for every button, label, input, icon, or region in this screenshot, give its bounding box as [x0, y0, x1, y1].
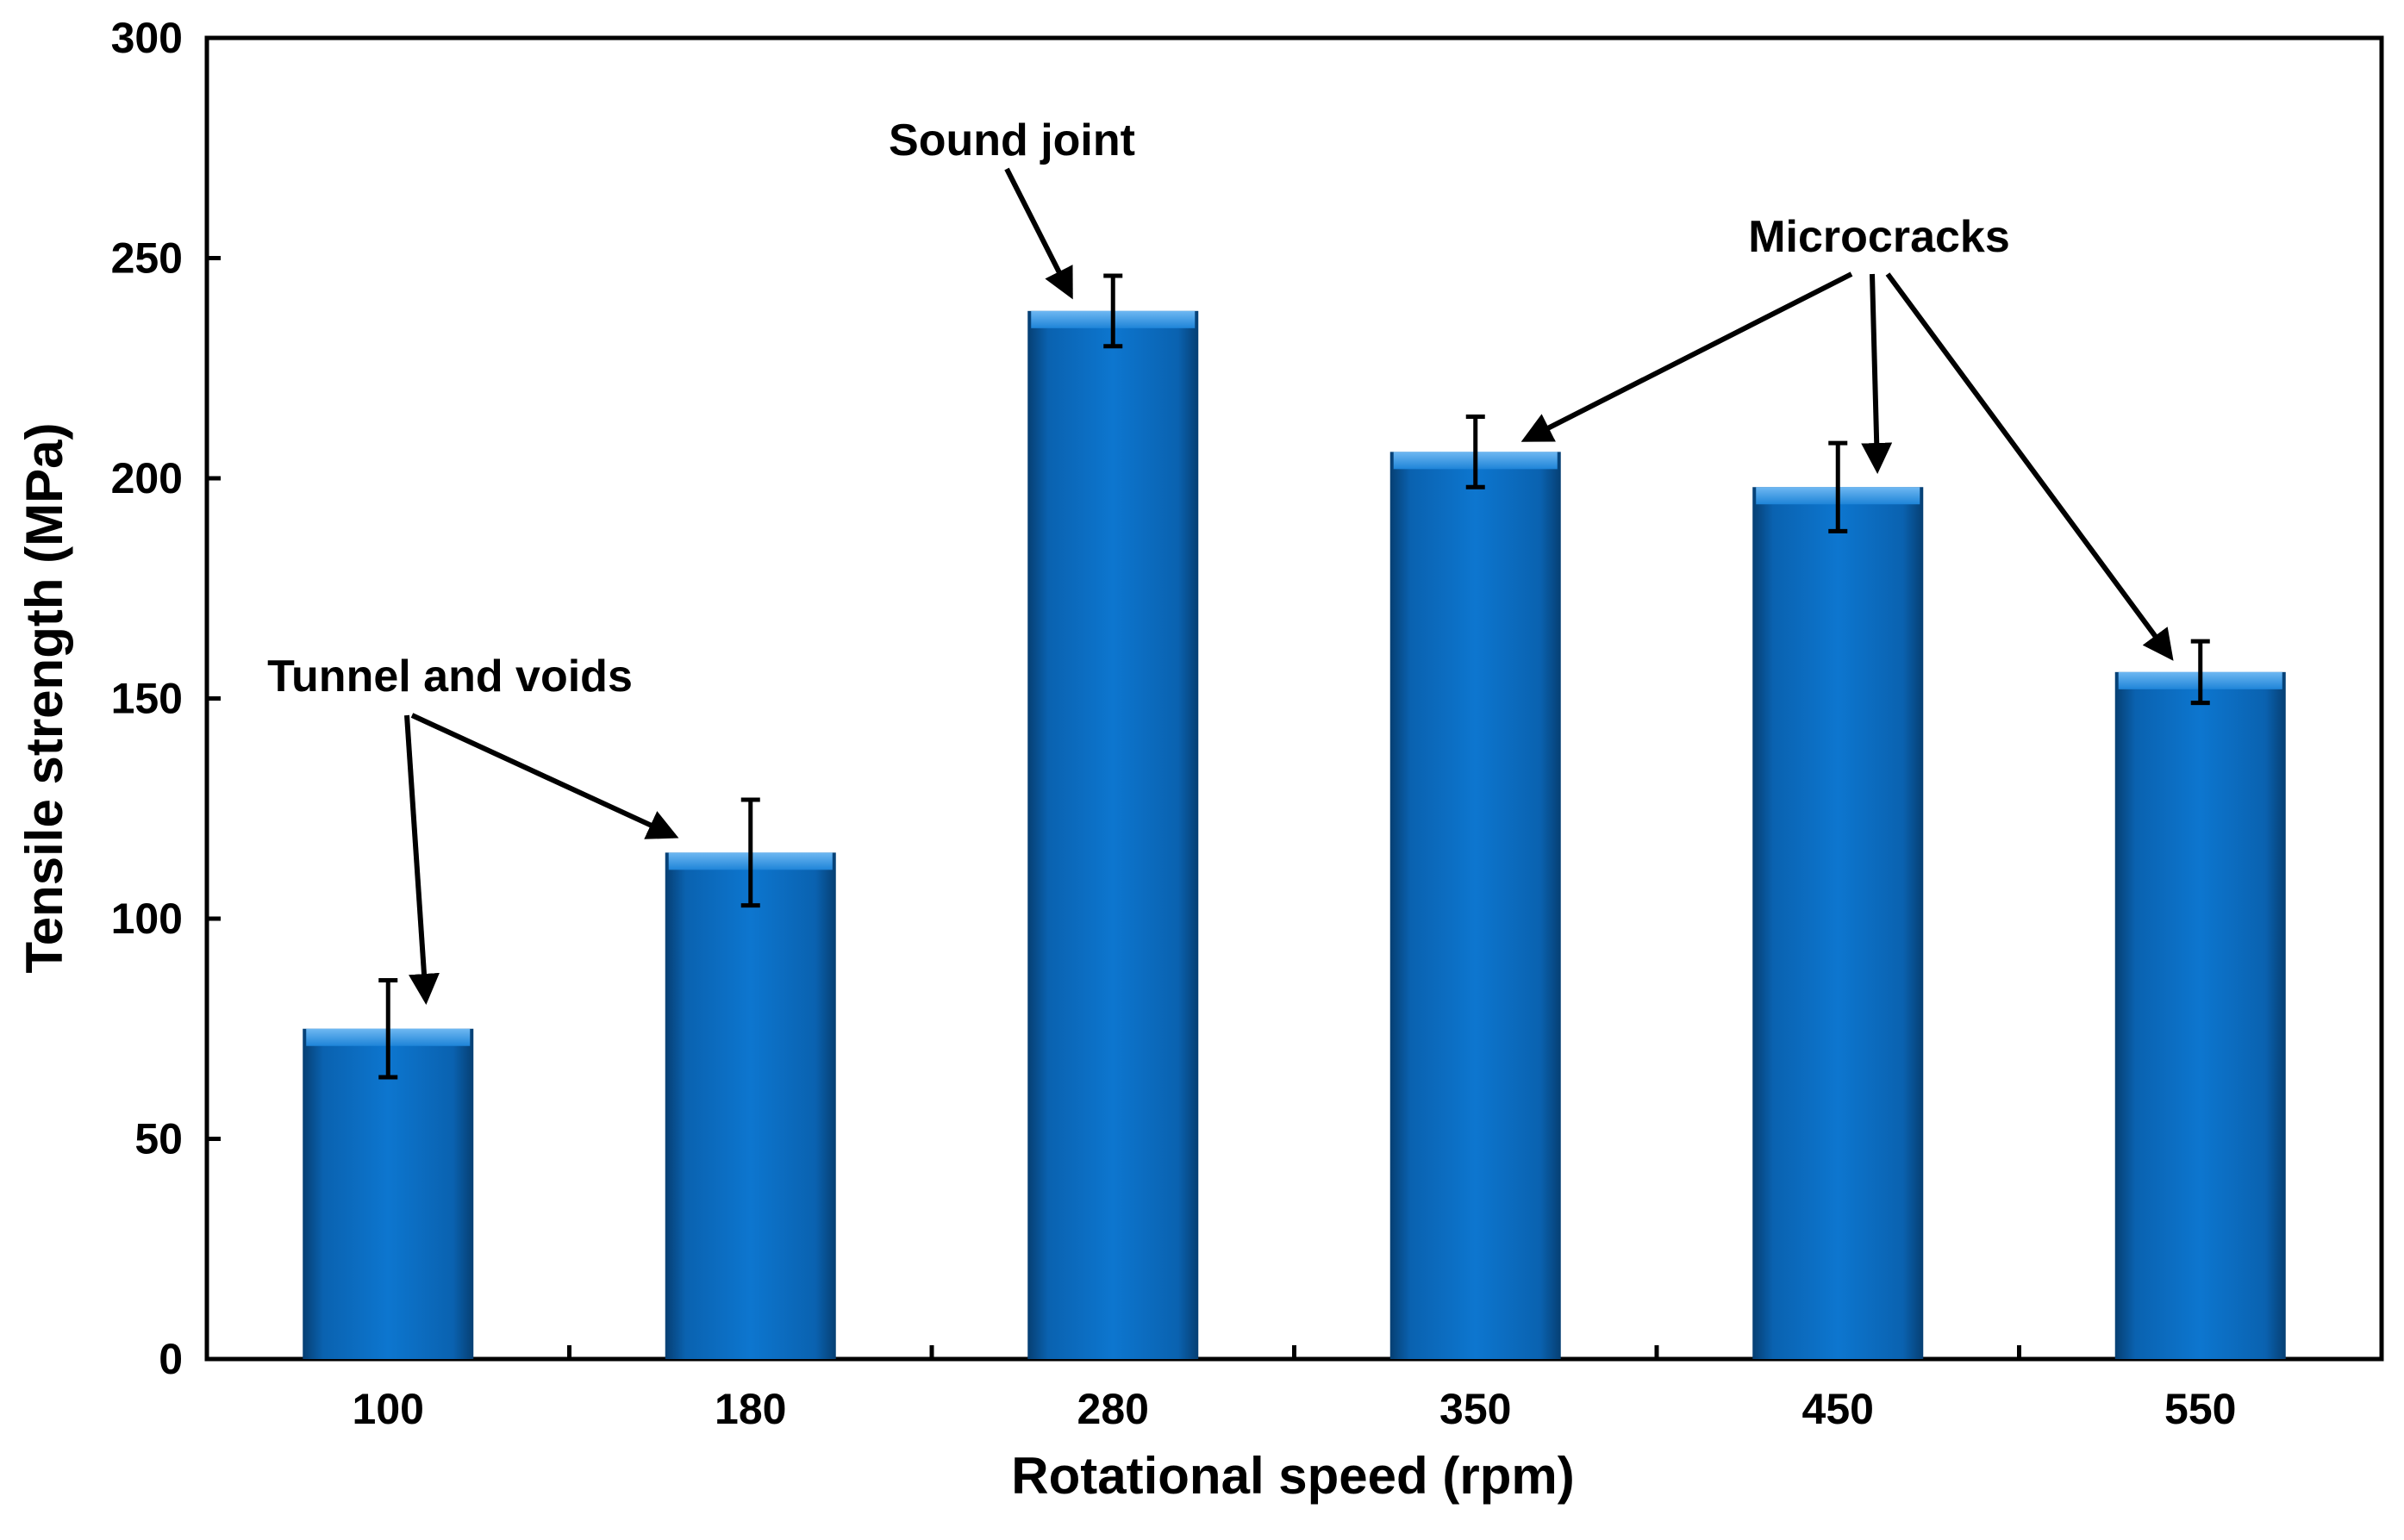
y-tick-label-100: 100: [111, 895, 183, 943]
arrow-sound-to-280: [1004, 167, 1073, 300]
annotations: Tunnel and voids Sound joint Microcracks: [267, 115, 2174, 1005]
bar-body-100: [303, 1028, 474, 1359]
x-tick-label-450: 450: [1802, 1385, 1874, 1433]
bar-body-550: [2114, 671, 2286, 1359]
annotation-microcracks: Microcracks: [1748, 212, 2010, 262]
x-tick-label-100: 100: [353, 1385, 424, 1433]
bar-body-280: [1027, 310, 1199, 1359]
error-bar-450: [1828, 440, 1848, 533]
bar-180: [665, 852, 836, 1359]
arrow-micro-to-550: [1885, 272, 2174, 661]
bar-body-180: [665, 852, 836, 1359]
bar-280: [1027, 310, 1199, 1359]
y-tick-label-0: 0: [159, 1335, 183, 1383]
x-tick-label-350: 350: [1439, 1385, 1511, 1433]
arrow-tunnel-to-180: [410, 713, 679, 839]
annotation-sound-joint: Sound joint: [889, 115, 1135, 165]
y-tick-label-200: 200: [111, 454, 183, 502]
bar-350: [1389, 452, 1561, 1359]
x-tick-label-550: 550: [2164, 1385, 2236, 1433]
bar-550: [2114, 671, 2286, 1359]
bar-body-450: [1752, 487, 1924, 1359]
y-tick-label-50: 50: [134, 1115, 183, 1163]
x-tick-label-280: 280: [1077, 1385, 1149, 1433]
bar-450: [1752, 487, 1924, 1359]
arrow-micro-to-450: [1861, 273, 1893, 474]
error-bar-280: [1103, 273, 1123, 349]
error-bar-350: [1465, 414, 1485, 489]
error-bar-100: [378, 978, 398, 1080]
error-bar-180: [740, 797, 760, 908]
bar-body-350: [1389, 452, 1561, 1359]
y-tick-label-150: 150: [111, 675, 183, 723]
arrow-micro-to-350: [1520, 271, 1853, 442]
y-tick-label-250: 250: [111, 234, 183, 283]
error-bar-550: [2190, 639, 2210, 706]
x-axis-title: Rotational speed (rpm): [1011, 1447, 1574, 1505]
x-tick-label-180: 180: [715, 1385, 786, 1433]
y-tick-label-300: 300: [111, 14, 183, 62]
annotation-tunnel-and-voids: Tunnel and voids: [267, 652, 633, 701]
bar-100: [303, 1028, 474, 1359]
arrow-tunnel-to-100: [404, 714, 440, 1005]
y-axis-title: Tensile strength (MPa): [16, 423, 73, 974]
